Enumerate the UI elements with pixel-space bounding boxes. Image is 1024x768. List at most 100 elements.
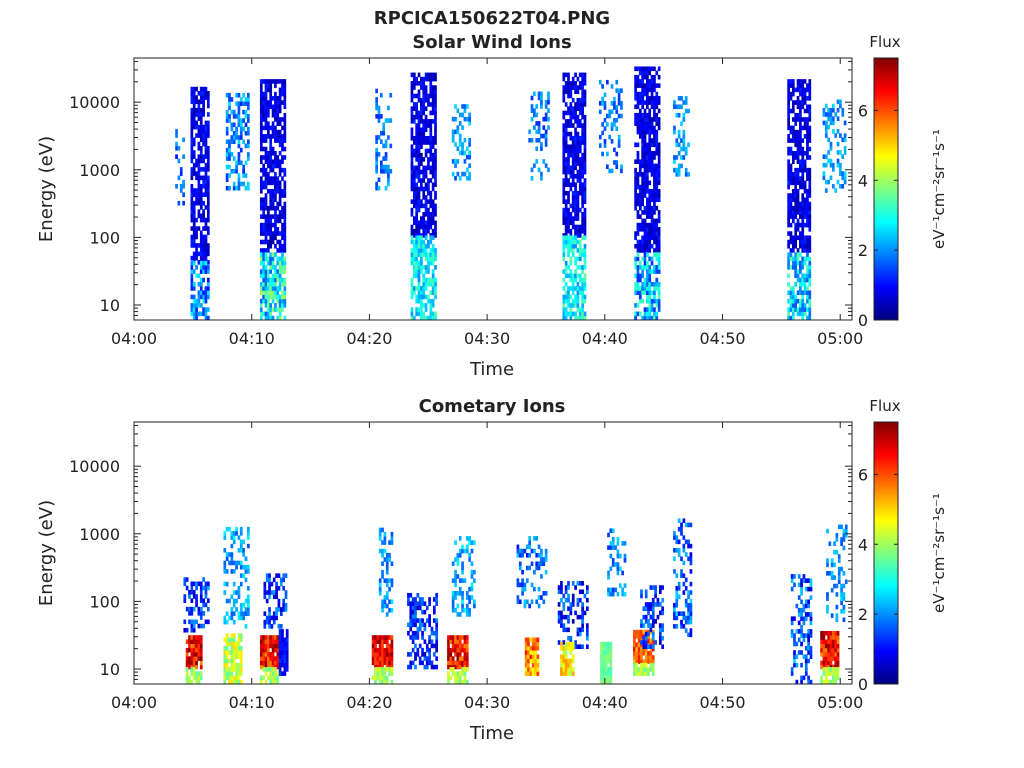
spectrogram-cell	[794, 265, 798, 270]
spectrogram-cell	[641, 197, 645, 203]
spectrogram-cell	[387, 181, 390, 187]
spectrogram-cell	[621, 541, 624, 546]
spectrogram-cell	[581, 131, 584, 137]
spectrogram-cell	[603, 105, 607, 110]
spectrogram-cell	[682, 146, 686, 152]
spectrogram-cell	[562, 144, 566, 149]
spectrogram-cell	[571, 311, 575, 317]
spectrogram-cell	[804, 616, 808, 621]
spectrogram-cell	[424, 212, 428, 217]
spectrogram-cell	[650, 142, 654, 148]
panel-solar-wind-ions: Solar Wind Ions 04:00 04:10 04:20 04:30 04:4…	[36, 32, 863, 380]
spectrogram-cell	[560, 585, 563, 590]
spectrogram-cell	[274, 647, 277, 653]
spectrogram-cell	[461, 125, 464, 130]
spectrogram-cell	[278, 239, 282, 245]
spectrogram-cell	[190, 141, 194, 147]
spectrogram-cell	[431, 174, 435, 179]
spectrogram-cell	[557, 640, 561, 645]
spectrogram-cell	[620, 105, 623, 110]
spectrogram-cell	[528, 536, 532, 541]
spectrogram-cell	[646, 227, 649, 232]
spectrogram-cell	[787, 138, 790, 143]
spectrogram-cell	[239, 126, 243, 132]
spectrogram-cell	[190, 234, 194, 240]
spectrogram-cell	[230, 675, 234, 681]
spectrogram-cell	[202, 154, 205, 159]
spectrogram-cell	[643, 150, 647, 156]
spectrogram-cell	[800, 586, 803, 592]
spectrogram-cell	[787, 159, 790, 164]
spectrogram-cell	[237, 105, 241, 111]
spectrogram-cell	[609, 675, 613, 681]
spectrogram-cell	[800, 616, 803, 621]
spectrogram-cell	[385, 561, 389, 567]
spectrogram-cell	[454, 176, 457, 181]
spectrogram-cell	[202, 99, 205, 105]
spectrogram-cell	[564, 233, 568, 238]
spectrogram-cell	[206, 619, 210, 625]
spectrogram-cell	[223, 569, 227, 574]
x-tick-label: 04:10	[229, 329, 275, 348]
spectrogram-cell	[223, 560, 227, 566]
spectrogram-cell	[576, 273, 580, 279]
spectrogram-cell	[799, 311, 802, 317]
spectrogram-cell	[262, 639, 265, 644]
spectrogram-cell	[655, 172, 659, 177]
spectrogram-cell	[675, 104, 679, 110]
spectrogram-cell	[232, 169, 236, 174]
spectrogram-cell	[206, 205, 210, 210]
spectrogram-cell	[801, 197, 805, 203]
spectrogram-cell	[267, 100, 270, 105]
spectrogram-cell	[262, 277, 265, 283]
spectrogram-cell	[239, 560, 243, 566]
spectrogram-cell	[283, 294, 287, 300]
spectrogram-cell	[267, 667, 270, 672]
spectrogram-cell	[571, 135, 575, 141]
spectrogram-cell	[803, 79, 807, 84]
spectrogram-cell	[653, 286, 656, 291]
spectrogram-cell	[262, 656, 265, 661]
spectrogram-cell	[262, 214, 265, 219]
spectrogram-cell	[431, 286, 435, 291]
spectrogram-cell	[269, 222, 273, 228]
spectrogram-cell	[410, 135, 414, 141]
spectrogram-cell	[653, 281, 656, 287]
spectrogram-cell	[836, 107, 840, 113]
spectrogram-cell	[434, 140, 437, 145]
spectrogram-cell	[195, 647, 198, 653]
spectrogram-cell	[383, 599, 387, 605]
spectrogram-cell	[581, 265, 584, 270]
spectrogram-cell	[390, 652, 394, 657]
spectrogram-cell	[195, 303, 198, 308]
spectrogram-cell	[206, 294, 210, 300]
spectrogram-cell	[431, 169, 435, 175]
spectrogram-cell	[604, 675, 608, 681]
spectrogram-cell	[202, 277, 205, 283]
spectrogram-cell	[381, 569, 384, 575]
spectrogram-cell	[409, 664, 413, 670]
spectrogram-cell	[571, 581, 575, 586]
spectrogram-cell	[675, 611, 679, 616]
spectrogram-cell	[822, 667, 826, 672]
spectrogram-cell	[797, 607, 801, 613]
spectrogram-cell	[562, 220, 566, 226]
spectrogram-cell	[614, 562, 617, 567]
spectrogram-cell	[641, 155, 645, 160]
spectrogram-cell	[569, 119, 573, 124]
spectrogram-cell	[424, 303, 428, 308]
spectrogram-cell	[388, 664, 391, 670]
spectrogram-cell	[831, 639, 835, 644]
spectrogram-cell	[640, 623, 643, 628]
spectrogram-cell	[204, 581, 208, 587]
spectrogram-cell	[263, 624, 267, 629]
spectrogram-cell	[641, 142, 645, 148]
spectrogram-cell	[638, 121, 642, 126]
spectrogram-cell	[192, 255, 196, 261]
spectrogram-cell	[417, 224, 421, 230]
spectrogram-cell	[794, 129, 798, 135]
spectrogram-cell	[377, 177, 381, 183]
spectrogram-cell	[429, 290, 433, 295]
spectrogram-cell	[281, 214, 284, 219]
spectrogram-cell	[431, 186, 435, 192]
